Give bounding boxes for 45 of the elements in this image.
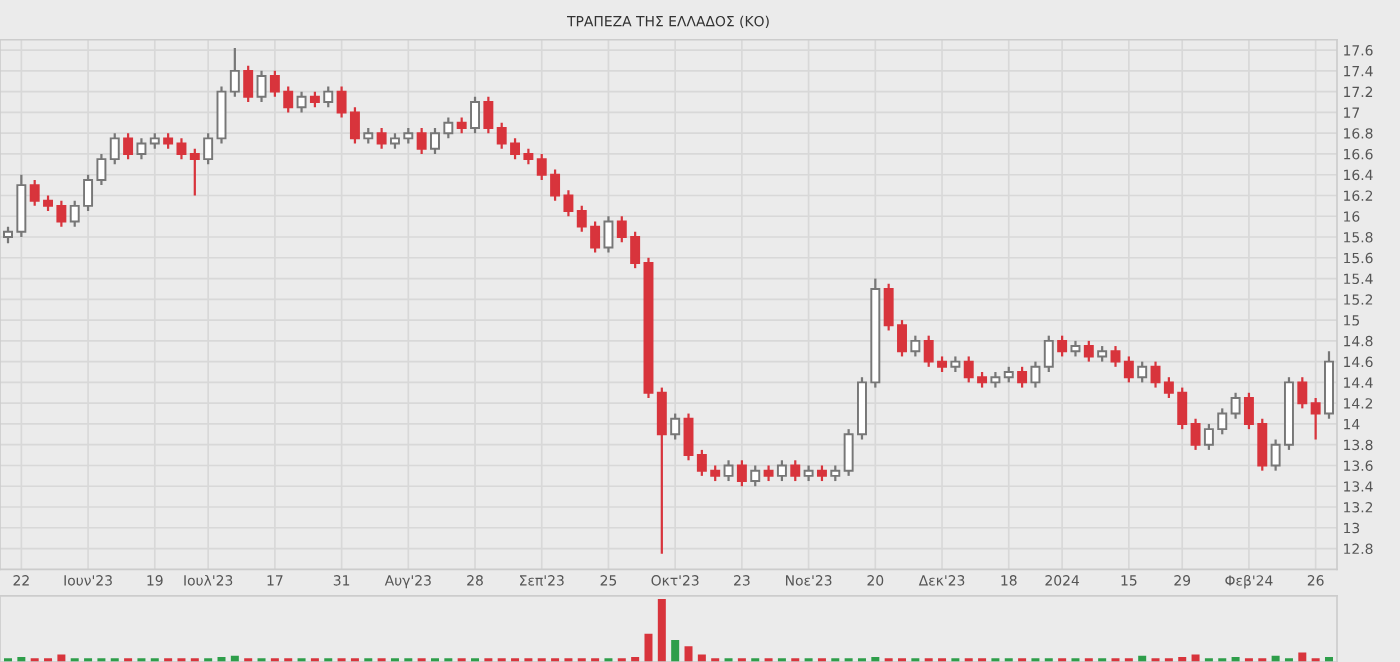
bar <box>217 656 226 662</box>
candlestick <box>470 95 480 135</box>
candlestick <box>1057 334 1068 358</box>
candlestick <box>1110 344 1121 368</box>
candlestick <box>683 412 694 462</box>
candlestick <box>229 46 240 98</box>
candlestick <box>189 147 200 197</box>
candlestick <box>256 69 267 104</box>
candlestick <box>736 459 747 488</box>
candlestick <box>1123 355 1134 384</box>
candlestick <box>790 459 801 483</box>
candlestick <box>1230 391 1241 420</box>
candlestick <box>1030 360 1041 389</box>
bar <box>697 654 706 662</box>
candlestick <box>1017 365 1028 389</box>
bar <box>684 646 693 662</box>
candlestick <box>416 126 427 156</box>
candlestick <box>1043 334 1054 374</box>
bar <box>657 598 666 662</box>
candlestick <box>1190 417 1201 452</box>
candlestick <box>1297 376 1308 410</box>
candlestick <box>776 459 787 483</box>
bar <box>1191 654 1200 662</box>
candlestick <box>656 386 667 555</box>
candlestick <box>376 126 387 150</box>
candlestick <box>323 85 334 109</box>
candlestick <box>1310 396 1321 441</box>
candlestick <box>243 64 254 104</box>
candlestick <box>603 215 614 254</box>
candlestick <box>296 90 307 114</box>
candlestick <box>123 132 134 161</box>
candlestick <box>750 464 761 488</box>
candlestick <box>483 95 494 135</box>
candlestick <box>910 334 921 358</box>
bar <box>671 639 680 662</box>
candlestick <box>1137 360 1148 384</box>
candlestick <box>203 132 214 166</box>
candlestick <box>1083 339 1094 363</box>
candlestick <box>670 412 681 441</box>
candlestick <box>136 137 147 161</box>
bar <box>644 633 653 662</box>
candlestick <box>723 459 734 483</box>
candlestick <box>109 132 120 166</box>
candlestick <box>216 85 227 145</box>
bar <box>57 654 66 662</box>
